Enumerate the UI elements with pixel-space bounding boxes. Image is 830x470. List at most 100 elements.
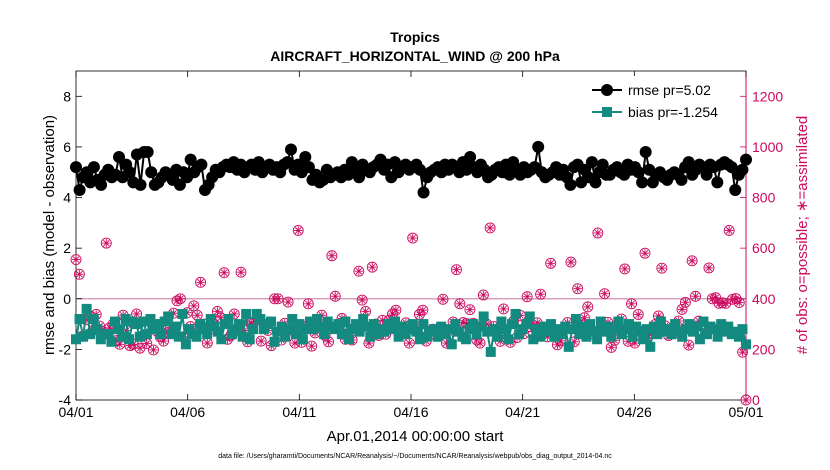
bias-point [624, 319, 635, 330]
bias-point [606, 331, 617, 342]
bias-point [131, 319, 142, 330]
bias-point [702, 329, 713, 340]
rmse-point [596, 158, 609, 171]
obs-possible-point [353, 265, 365, 277]
bias-point [432, 331, 443, 342]
x-tick-label: 04/01 [58, 404, 93, 420]
bias-point [436, 321, 447, 332]
bias-point [581, 331, 592, 342]
obs-possible-point [484, 222, 496, 234]
chart-title: Tropics [390, 29, 440, 45]
obs-possible-point [366, 261, 378, 273]
bias-point [712, 331, 723, 342]
obs-assimilated-point [415, 310, 424, 319]
obs-assimilated-point [546, 259, 555, 268]
bias-point [166, 329, 177, 340]
obs-possible-point [451, 264, 462, 276]
bias-point [248, 324, 259, 335]
bias-point [397, 321, 408, 332]
obs-assimilated-point [691, 292, 700, 301]
legend: rmse pr=5.02 bias pr=-1.254 [588, 76, 738, 126]
obs-assimilated-point [607, 343, 616, 352]
obs-assimilated-point [724, 226, 734, 235]
bias-point [191, 331, 202, 342]
bias-point [273, 326, 284, 337]
obs-assimilated-point [677, 305, 687, 314]
obs-possible-point [326, 250, 338, 262]
legend-bias-marker [602, 107, 612, 117]
bias-point [482, 326, 493, 337]
obs-assimilated-point [283, 297, 293, 307]
bias-point [485, 346, 496, 357]
obs-possible-point [686, 255, 698, 267]
y-tick-label: 8 [63, 88, 71, 104]
bias-point [180, 339, 191, 350]
obs-assimilated-point [189, 301, 199, 311]
bias-point [471, 329, 482, 340]
obs-assimilated-point [256, 336, 266, 346]
obs-assimilated-point [634, 310, 643, 319]
bias-point [616, 329, 627, 340]
obs-possible-point [690, 290, 701, 302]
plot-area: 04/01 04/06 04/11 04/16 04/21 04/26 05/01 -4 -2 0… [58, 70, 783, 420]
bias-point [446, 339, 457, 350]
obs-assimilated-point [149, 345, 158, 355]
rmse-point [173, 178, 186, 191]
obs-possible-point [329, 290, 341, 302]
rmse-point [299, 151, 312, 164]
bias-point [219, 319, 230, 330]
bias-point [531, 324, 542, 335]
bias-point [379, 326, 390, 337]
obs-assimilated-point [405, 338, 414, 348]
bias-point [329, 324, 340, 335]
bias-point [421, 331, 432, 342]
bias-point [599, 326, 610, 337]
obs-assimilated-point [176, 294, 185, 303]
rmse-point [417, 186, 430, 199]
obs-assimilated-point [331, 292, 340, 301]
bias-point [691, 321, 702, 332]
rmse-point [639, 145, 652, 158]
bias-point [517, 324, 528, 335]
obs-assimilated-point [475, 338, 485, 348]
obs-possible-point [195, 276, 207, 288]
bias-point [687, 326, 698, 337]
obs-possible-point [100, 237, 112, 249]
bias-point [71, 334, 81, 345]
bias-point [524, 311, 535, 322]
obs-possible-point [676, 303, 688, 315]
bias-point [684, 319, 695, 330]
obs-possible-point [188, 300, 200, 312]
rmse-point [682, 156, 695, 169]
bias-point [663, 324, 674, 335]
rmse-point [725, 161, 738, 174]
bias-point [234, 319, 245, 330]
bias-point [478, 311, 489, 322]
obs-assimilated-point [290, 338, 300, 348]
bias-point [241, 308, 252, 319]
bias-point [475, 321, 486, 332]
obs-assimilated-point [418, 305, 427, 315]
obs-assimilated-point [583, 302, 592, 312]
bias-point [361, 321, 372, 332]
obs-assimilated-point [741, 395, 751, 405]
bias-point [567, 324, 578, 335]
rmse-point [632, 166, 645, 179]
bias-point [670, 319, 681, 330]
bias-point [156, 329, 167, 340]
obs-possible-point [582, 301, 594, 313]
obs-assimilated-point [354, 266, 364, 276]
rmse-point [134, 178, 147, 191]
bias-point [443, 324, 454, 335]
obs-possible-point [716, 297, 728, 309]
bias-point [499, 324, 510, 335]
footnote: data file: /Users/gharamti/Documents/NCA… [218, 453, 612, 460]
bias-point [294, 319, 305, 330]
x-tick-label: 04/16 [393, 404, 428, 420]
rmse-point [675, 173, 688, 186]
obs-assimilated-point [193, 311, 202, 320]
obs-assimilated-point [327, 251, 337, 260]
bias-point [507, 319, 518, 330]
obs-assimilated-point [657, 263, 667, 273]
obs-possible-point [292, 224, 304, 236]
